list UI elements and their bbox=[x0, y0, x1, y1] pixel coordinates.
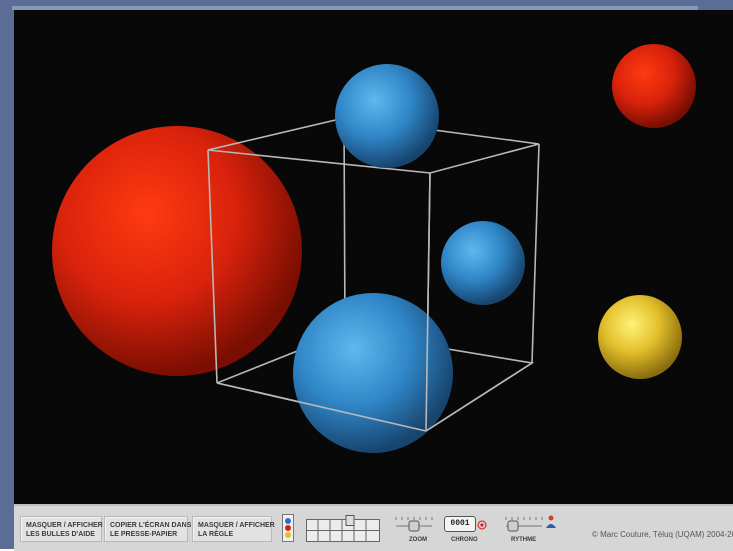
top-border bbox=[12, 6, 698, 10]
ruler-toggle-line1: MASQUER / AFFICHER bbox=[198, 522, 275, 529]
chrono-label: CHRONO bbox=[451, 537, 478, 543]
yellow-sphere bbox=[598, 295, 682, 379]
color-selector-icon[interactable] bbox=[282, 514, 294, 542]
copy-screen-line2: LE PRESSE-PAPIER bbox=[110, 531, 178, 538]
help-toggle-line1: MASQUER / AFFICHER bbox=[26, 522, 103, 529]
rhythm-label: RYTHME bbox=[511, 537, 537, 543]
copyright-credit: © Marc Couture, Téluq (UQAM) 2004-2006 bbox=[592, 530, 733, 539]
cube-front-edges bbox=[216, 172, 533, 432]
zoom-slider[interactable] bbox=[394, 514, 434, 534]
chrono-display: 0001 bbox=[444, 516, 476, 532]
help-bubbles-toggle-button[interactable]: MASQUER / AFFICHER LES BULLES D'AIDE bbox=[20, 516, 103, 542]
person-icon bbox=[545, 514, 557, 530]
help-toggle-line2: LES BULLES D'AIDE bbox=[26, 531, 95, 538]
reset-icon[interactable] bbox=[477, 517, 487, 530]
red-sphere-large bbox=[52, 126, 302, 376]
scene-canvas bbox=[52, 44, 696, 453]
blue-sphere-bottom bbox=[293, 293, 453, 453]
ruler-toggle-button[interactable]: MASQUER / AFFICHER LA RÈGLE bbox=[192, 516, 275, 542]
control-bar: MASQUER / AFFICHER LES BULLES D'AIDE COP… bbox=[14, 504, 733, 551]
ruler-grid-widget[interactable] bbox=[306, 515, 380, 543]
rhythm-slider[interactable] bbox=[504, 514, 544, 534]
blue-sphere-top bbox=[335, 64, 439, 168]
simulation-viewport[interactable] bbox=[14, 10, 733, 504]
copy-screen-line1: COPIER L'ÉCRAN DANS bbox=[110, 522, 192, 529]
copy-screen-button[interactable]: COPIER L'ÉCRAN DANS LE PRESSE-PAPIER bbox=[104, 516, 192, 542]
red-sphere-small bbox=[612, 44, 696, 128]
blue-sphere-middle bbox=[441, 221, 525, 305]
zoom-label: ZOOM bbox=[409, 537, 427, 543]
ruler-toggle-line2: LA RÈGLE bbox=[198, 531, 234, 538]
